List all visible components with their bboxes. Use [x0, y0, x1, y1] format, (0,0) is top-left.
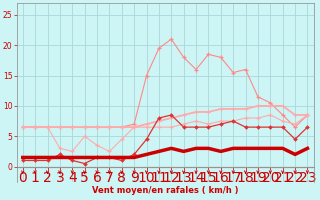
X-axis label: Vent moyen/en rafales ( km/h ): Vent moyen/en rafales ( km/h )	[92, 186, 238, 195]
